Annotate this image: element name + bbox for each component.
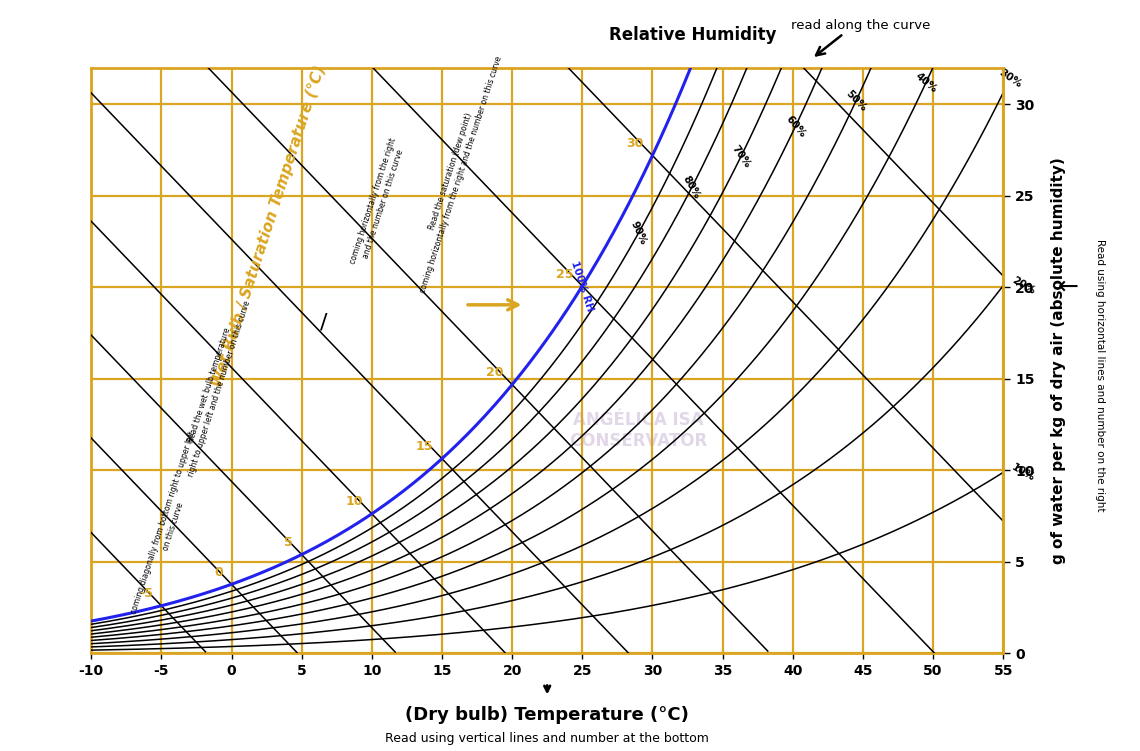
Text: Relative Humidity: Relative Humidity [610, 26, 776, 44]
Text: Read the wet bulb temperature
right to upper left and the number on this curve: Read the wet bulb temperature right to u… [177, 296, 252, 478]
Text: /: / [320, 312, 327, 333]
Text: ANGÉLICA ISA
CONSERVATOR: ANGÉLICA ISA CONSERVATOR [569, 412, 708, 450]
Text: 30%: 30% [998, 67, 1024, 89]
Text: 25: 25 [556, 267, 573, 281]
Text: 90%: 90% [628, 220, 649, 246]
Text: Read the saturation (dew point)
coming horizontally from the right and the numbe: Read the saturation (dew point) coming h… [408, 52, 504, 294]
Text: 30: 30 [627, 137, 644, 150]
Text: 70%: 70% [730, 143, 752, 170]
Text: 5: 5 [285, 536, 293, 549]
Text: Read using vertical lines and number at the bottom: Read using vertical lines and number at … [385, 732, 709, 746]
Text: read along the curve: read along the curve [791, 20, 930, 32]
Text: 100% RH: 100% RH [569, 259, 595, 312]
Text: 15: 15 [416, 440, 433, 453]
Text: -5: -5 [139, 587, 153, 600]
Y-axis label: g of water per kg of dry air (absolute humidity): g of water per kg of dry air (absolute h… [1051, 157, 1066, 564]
Text: 10: 10 [345, 496, 364, 508]
Text: 40%: 40% [913, 71, 939, 95]
Text: coming diagonally from bottom right to upper left
on this curve: coming diagonally from bottom right to u… [130, 430, 207, 619]
Text: 10%: 10% [1010, 462, 1037, 483]
Text: 50%: 50% [844, 89, 869, 113]
Text: 0: 0 [214, 566, 223, 579]
Text: 20%: 20% [1010, 275, 1037, 296]
Text: (Dry bulb) Temperature (°C): (Dry bulb) Temperature (°C) [405, 706, 690, 724]
Text: Read using horizontal lines and number on the right: Read using horizontal lines and number o… [1096, 240, 1105, 511]
Text: 80%: 80% [681, 174, 702, 201]
Text: 60%: 60% [783, 113, 807, 139]
Text: coming horizontally from the right
and the number on this curve: coming horizontally from the right and t… [349, 137, 408, 268]
Text: Wet Bulb / Saturation Temperature (°C): Wet Bulb / Saturation Temperature (°C) [210, 63, 328, 388]
Text: 20: 20 [486, 366, 504, 379]
Text: $\leftarrow$: $\leftarrow$ [1052, 273, 1080, 297]
